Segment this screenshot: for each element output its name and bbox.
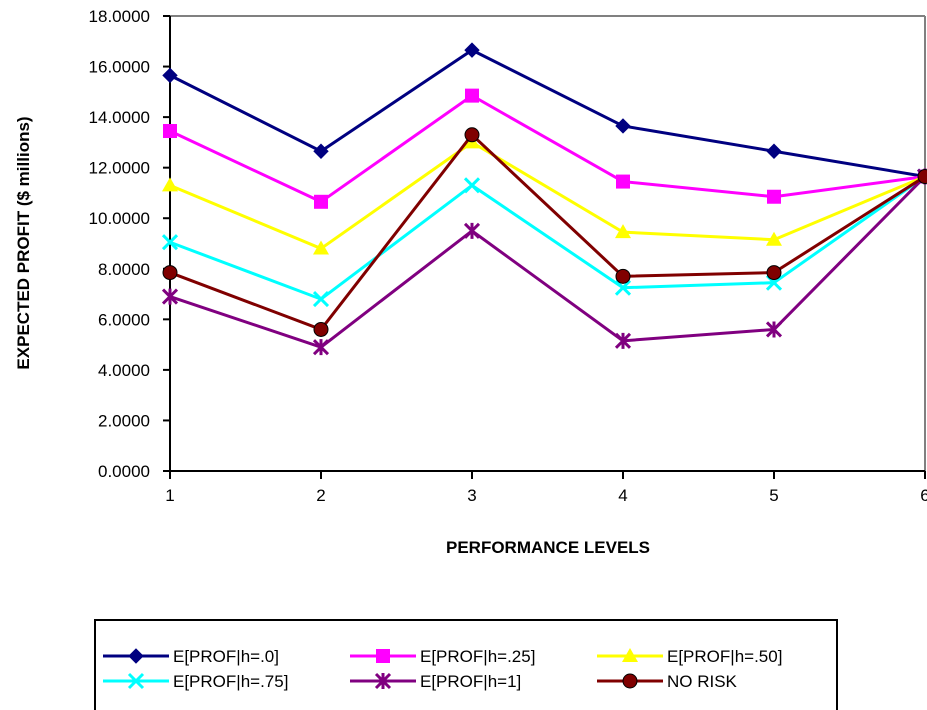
data-point bbox=[615, 268, 631, 284]
data-point bbox=[314, 194, 328, 209]
series-line bbox=[169, 48, 926, 178]
x-tick-label: 1 bbox=[165, 486, 174, 505]
legend-item-4: E[PROF|h=.75] bbox=[103, 672, 288, 691]
data-point bbox=[463, 222, 481, 239]
series-line bbox=[169, 93, 926, 204]
series-line bbox=[169, 175, 926, 301]
y-tick-label: 14.0000 bbox=[89, 108, 150, 127]
legend-item-3: E[PROF|h=.50] bbox=[597, 647, 782, 666]
data-point bbox=[766, 231, 782, 246]
data-point bbox=[163, 124, 177, 139]
data-point bbox=[614, 279, 632, 296]
y-tick-label: 8.0000 bbox=[98, 260, 150, 279]
data-point bbox=[162, 265, 178, 281]
data-point bbox=[161, 288, 179, 305]
series-6 bbox=[162, 127, 927, 337]
legend-label: E[PROF|h=.25] bbox=[420, 647, 535, 666]
y-tick-label: 0.0000 bbox=[98, 462, 150, 481]
data-point bbox=[312, 291, 330, 308]
series-group bbox=[161, 42, 927, 356]
series-line bbox=[169, 175, 927, 349]
y-tick-label: 16.0000 bbox=[89, 58, 150, 77]
x-axis-title: PERFORMANCE LEVELS bbox=[446, 538, 650, 557]
data-point bbox=[464, 42, 480, 58]
plot-frame bbox=[169, 15, 926, 472]
y-axis: 0.0000 2.0000 4.0000 6.0000 8.0000 10.0000 12.… bbox=[89, 7, 170, 481]
data-point bbox=[313, 321, 329, 337]
x-tick-label: 6 bbox=[920, 486, 927, 505]
legend-marker bbox=[622, 648, 638, 662]
data-point bbox=[616, 174, 630, 189]
data-point bbox=[313, 143, 329, 159]
legend-item-5: E[PROF|h=1] bbox=[350, 672, 521, 691]
x-tick-label: 2 bbox=[316, 486, 325, 505]
series-line bbox=[169, 132, 926, 332]
y-tick-label: 2.0000 bbox=[98, 411, 150, 430]
series-1 bbox=[162, 42, 927, 185]
legend-label: E[PROF|h=.75] bbox=[173, 672, 288, 691]
data-point bbox=[312, 339, 330, 356]
legend-label: E[PROF|h=1] bbox=[420, 672, 521, 691]
legend-label: E[PROF|h=.50] bbox=[667, 647, 782, 666]
data-point bbox=[766, 265, 782, 281]
data-point bbox=[161, 234, 179, 251]
y-tick-label: 4.0000 bbox=[98, 361, 150, 380]
legend-marker bbox=[127, 672, 145, 690]
data-point bbox=[615, 118, 631, 134]
data-point bbox=[765, 321, 783, 338]
data-point bbox=[766, 143, 782, 159]
legend-marker bbox=[128, 648, 144, 664]
y-axis-title: EXPECTED PROFIT ($ millions) bbox=[14, 116, 33, 369]
legend-item-6: NO RISK bbox=[597, 672, 738, 691]
data-point bbox=[465, 88, 479, 103]
legend: E[PROF|h=.0] E[PROF|h=.25] E[PROF|h=.50] E[… bbox=[94, 619, 838, 710]
data-point bbox=[162, 177, 178, 192]
x-axis: 1 2 3 4 5 6 bbox=[165, 471, 927, 505]
series-5 bbox=[161, 168, 927, 356]
data-point bbox=[313, 240, 329, 255]
y-tick-label: 6.0000 bbox=[98, 310, 150, 329]
y-tick-label: 18.0000 bbox=[89, 7, 150, 26]
x-tick-label: 3 bbox=[467, 486, 476, 505]
legend-marker bbox=[376, 649, 390, 663]
data-point bbox=[162, 67, 178, 84]
data-point bbox=[464, 127, 480, 143]
series-line bbox=[169, 140, 926, 251]
series-3 bbox=[162, 134, 927, 255]
data-point bbox=[767, 189, 781, 204]
data-point bbox=[917, 169, 927, 185]
data-point bbox=[614, 332, 632, 349]
legend-item-1: E[PROF|h=.0] bbox=[103, 647, 279, 666]
legend-box bbox=[94, 619, 838, 710]
series-2 bbox=[163, 88, 927, 209]
x-tick-label: 5 bbox=[769, 486, 778, 505]
legend-label: E[PROF|h=.0] bbox=[173, 647, 279, 666]
data-point bbox=[463, 177, 481, 194]
legend-label: NO RISK bbox=[667, 672, 738, 691]
data-point bbox=[615, 224, 631, 239]
legend-item-2: E[PROF|h=.25] bbox=[350, 647, 535, 666]
legend-marker bbox=[622, 673, 638, 689]
legend-marker bbox=[374, 672, 392, 690]
x-tick-label: 4 bbox=[618, 486, 627, 505]
y-tick-label: 10.0000 bbox=[89, 209, 150, 228]
y-tick-label: 12.0000 bbox=[89, 159, 150, 178]
